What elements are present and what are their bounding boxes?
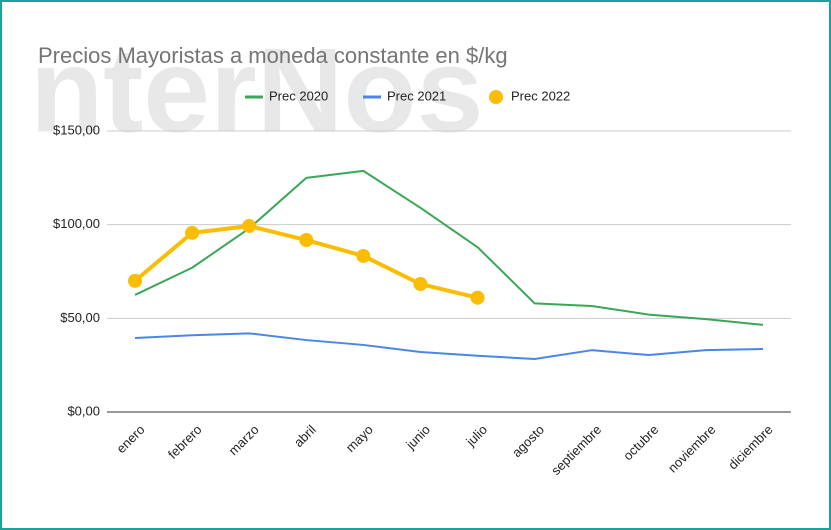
y-tick-label: $100,00 [53,216,100,231]
point [356,248,371,263]
legend-label: Prec 2020 [269,88,328,103]
point [299,233,314,248]
y-tick-label: $50,00 [60,310,100,325]
point [185,225,200,240]
legend-label: Prec 2021 [387,88,446,103]
series-line [134,332,764,360]
watermark: nterNos [30,24,483,158]
legend-label: Prec 2022 [511,88,570,103]
point [242,218,257,233]
legend-swatch [489,90,503,104]
point [470,290,485,305]
point [128,273,142,288]
point [413,277,428,292]
series-line [134,169,764,326]
y-tick-label: $150,00 [53,122,100,137]
chart-title: Precios Mayoristas a moneda constante en… [38,43,508,68]
y-tick-label: $0,00 [67,403,100,418]
